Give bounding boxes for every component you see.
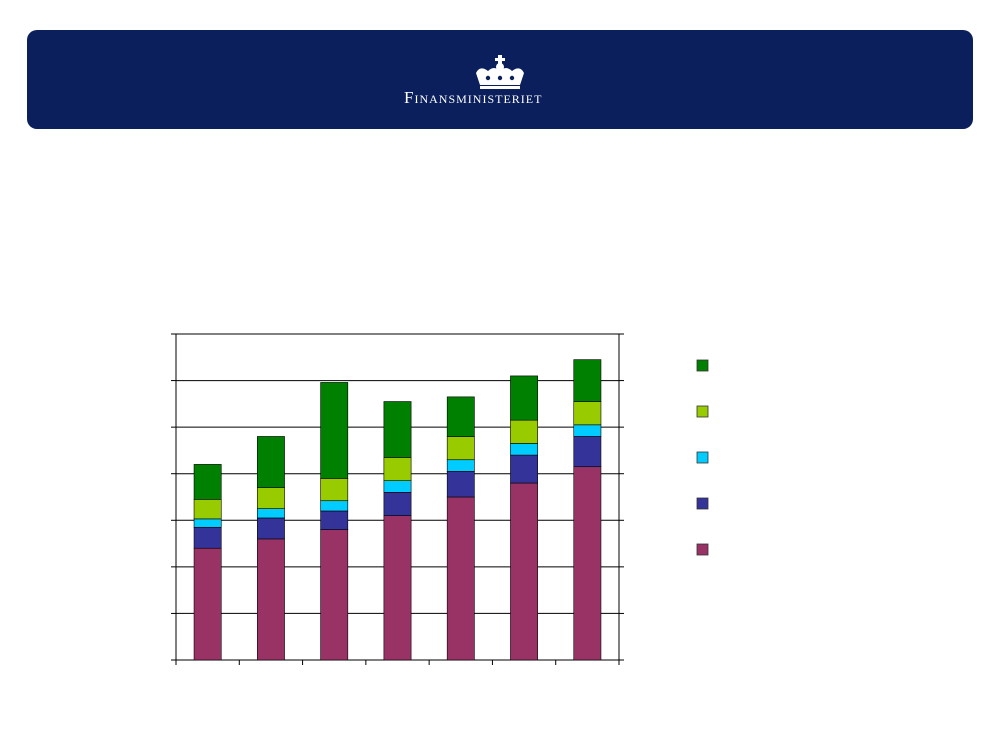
bar-segment (573, 401, 602, 426)
bar-segment (573, 359, 602, 402)
stacked-bar-chart (171, 333, 709, 665)
bar-segment (193, 518, 222, 528)
legend-swatch (696, 543, 709, 556)
bar-segment (383, 457, 412, 482)
legend-swatch (696, 405, 709, 418)
bar-segment (383, 515, 412, 661)
bar-segment (510, 419, 538, 444)
bar-segment (320, 382, 349, 479)
bar-segment (510, 454, 538, 484)
bar-segment (446, 459, 475, 472)
brand-name: Finansministeriet (404, 88, 543, 107)
bar-segment (383, 480, 412, 493)
bar-segment (383, 492, 412, 516)
bar-segment (510, 443, 538, 456)
bar-segment (257, 517, 285, 540)
bar-segment (446, 396, 475, 437)
bar-segment (257, 538, 285, 661)
bar-segment (573, 436, 602, 468)
bar-segment (193, 464, 222, 500)
bar-segment (320, 500, 349, 512)
bar-segment (320, 478, 349, 502)
bar-segment (193, 499, 222, 520)
bar-segment (193, 526, 222, 549)
bar-segment (446, 471, 475, 498)
bar-segment (510, 482, 538, 661)
bar-segment (446, 436, 475, 461)
bar-segment (257, 508, 285, 519)
bar-segment (257, 487, 285, 509)
bar-segment (510, 375, 538, 421)
bar-segment (383, 401, 412, 458)
bar-segment (573, 424, 602, 437)
bar-segment (320, 510, 349, 530)
legend-swatch (696, 451, 709, 464)
bar-segment (320, 529, 349, 661)
crown-icon (476, 55, 524, 89)
bar-segment (257, 436, 285, 488)
legend-swatch (696, 497, 709, 510)
legend-swatch (696, 359, 709, 372)
bar-segment (573, 466, 602, 661)
bar-segment (193, 547, 222, 661)
bar-segment (446, 496, 475, 661)
